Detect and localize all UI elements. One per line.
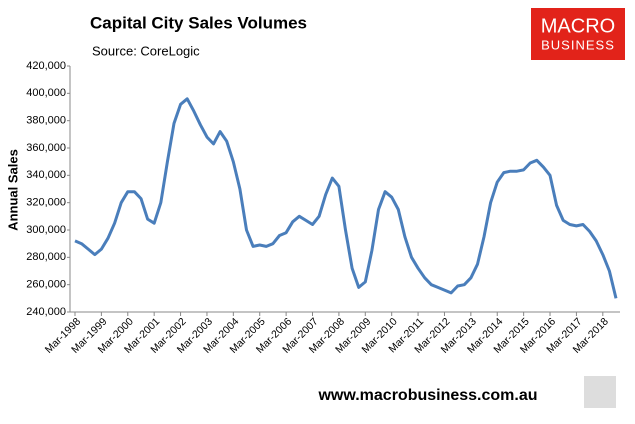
logo-text: BUSINESS	[541, 37, 615, 52]
y-tick-label: 380,000	[26, 115, 66, 127]
y-tick-label: 240,000	[26, 306, 66, 318]
y-tick-label: 340,000	[26, 169, 66, 181]
chart-title: Capital City Sales Volumes	[90, 13, 307, 32]
y-tick-label: 320,000	[26, 197, 66, 209]
y-tick-label: 260,000	[26, 279, 66, 291]
y-tick-label: 280,000	[26, 251, 66, 263]
y-tick-label: 300,000	[26, 224, 66, 236]
y-tick-label: 400,000	[26, 87, 66, 99]
y-tick-label: 360,000	[26, 142, 66, 154]
y-tick-label: 420,000	[26, 60, 66, 72]
line-series	[74, 97, 618, 299]
logo-text: MACRO	[541, 15, 615, 37]
y-axis-label: Annual Sales	[5, 149, 20, 231]
logo-icon	[584, 376, 616, 408]
logo-box	[531, 8, 625, 60]
chart-subtitle: Source: CoreLogic	[92, 43, 200, 58]
footer: www.macrobusiness.com.au	[317, 387, 537, 404]
